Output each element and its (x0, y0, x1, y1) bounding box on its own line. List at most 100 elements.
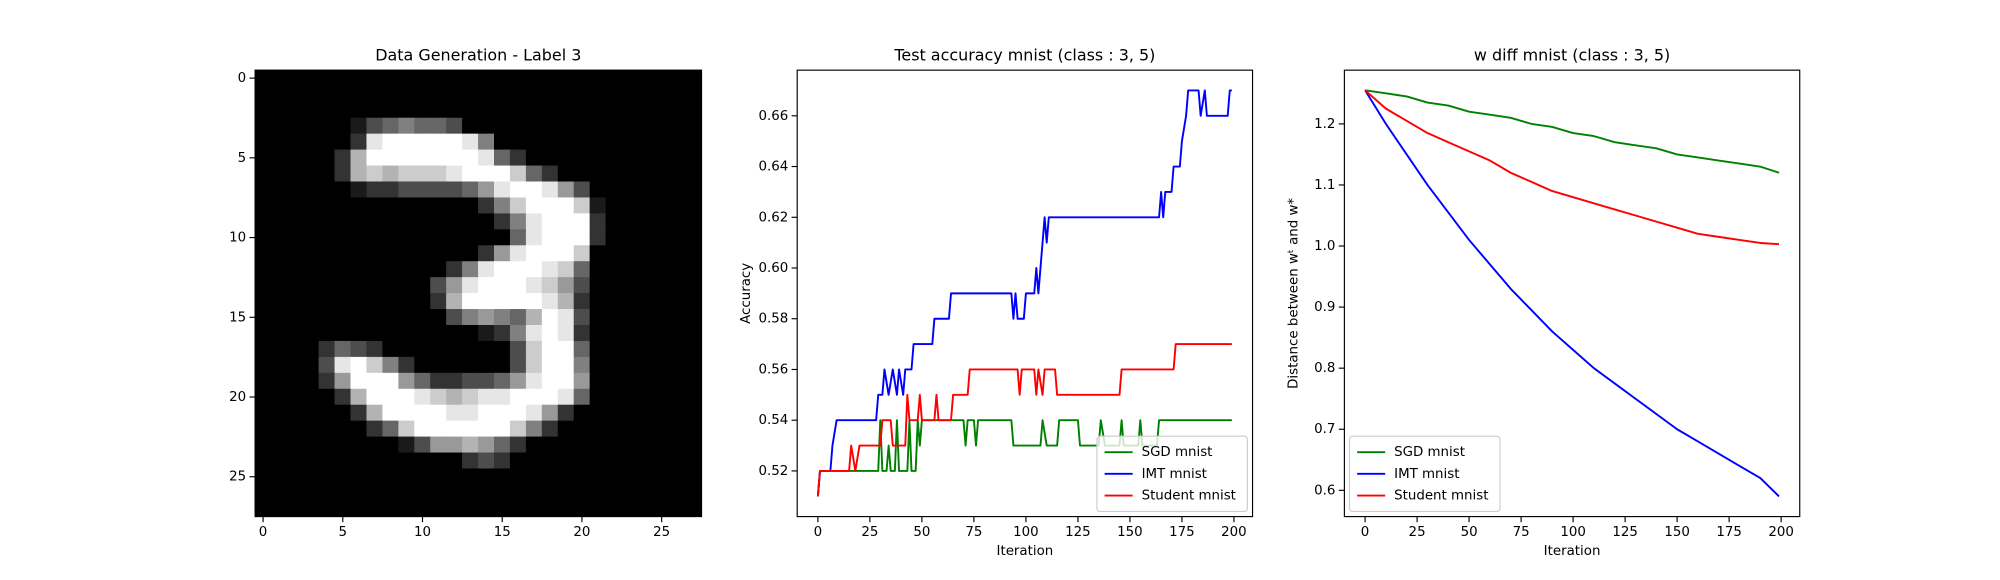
pixel (270, 165, 288, 183)
pixel (254, 181, 272, 198)
pixel (286, 213, 304, 230)
pixel (334, 468, 352, 485)
pixel (573, 85, 591, 103)
x-tick-label: 175 (1169, 525, 1195, 540)
pixel (286, 500, 304, 517)
pixel (541, 197, 559, 214)
pixel (430, 197, 447, 214)
pixel (366, 324, 383, 342)
pixel (541, 324, 559, 342)
pixel (270, 484, 288, 501)
pixel (509, 356, 527, 374)
pixel (334, 101, 352, 119)
pixel (653, 324, 670, 342)
pixel (398, 101, 415, 119)
pixel (621, 340, 639, 358)
pixel (557, 277, 575, 294)
pixel (302, 468, 320, 485)
pixel (637, 213, 654, 230)
pixel (446, 245, 463, 262)
pixel (621, 165, 639, 183)
pixel (334, 277, 352, 294)
pixel (430, 324, 447, 342)
pixel (302, 213, 320, 230)
pixel (653, 372, 670, 390)
pixel (318, 468, 336, 485)
pixel (270, 117, 288, 135)
pixel (653, 468, 670, 485)
pixel (589, 229, 607, 246)
pixel (605, 277, 623, 294)
pixel (430, 181, 447, 198)
subplot-title: w diff mnist (class : 3, 5) (1474, 46, 1670, 65)
pixel (398, 500, 415, 517)
pixel (398, 181, 415, 198)
pixel (318, 277, 336, 294)
pixel (414, 245, 431, 262)
pixel (557, 85, 575, 103)
pixel (446, 213, 463, 230)
pixel (557, 340, 575, 358)
y-axis-label: Distance between wᵗ and w* (1286, 198, 1301, 389)
pixel (414, 101, 431, 119)
pixel (509, 404, 527, 422)
pixel (605, 213, 623, 230)
pixel (446, 229, 463, 246)
pixel (334, 261, 352, 278)
pixel (446, 309, 463, 326)
pixel (414, 500, 431, 517)
pixel (414, 165, 431, 183)
pixel (350, 452, 367, 470)
pixel (302, 500, 320, 517)
pixel (430, 133, 447, 151)
pixel (334, 165, 352, 183)
y-tick-label: 0.8 (1314, 361, 1335, 376)
pixel (494, 356, 511, 374)
pixel (382, 356, 399, 374)
pixel (621, 484, 639, 501)
pixel (254, 340, 272, 358)
pixel (334, 500, 352, 517)
pixel (653, 165, 670, 183)
pixel (382, 117, 399, 135)
pixel (318, 420, 336, 438)
x-axis-label: Iteration (997, 544, 1054, 559)
pixel (589, 133, 607, 151)
pixel (270, 436, 288, 454)
pixel (621, 229, 639, 246)
pixel (509, 213, 527, 230)
pixel (557, 468, 575, 485)
pixel (637, 229, 654, 246)
pixel (669, 436, 686, 454)
pixel (637, 165, 654, 183)
x-tick-label: 50 (913, 525, 930, 540)
pixel (350, 261, 367, 278)
pixel (557, 388, 575, 406)
pixel (589, 277, 607, 294)
pixel (334, 149, 352, 167)
pixel (637, 117, 654, 135)
pixel (589, 436, 607, 454)
pixel (589, 484, 607, 501)
pixel (494, 165, 511, 183)
pixel (478, 149, 495, 167)
y-tick-label: 0.6 (1314, 483, 1335, 498)
pixel (350, 468, 367, 485)
pixel (653, 261, 670, 278)
pixel (509, 165, 527, 183)
pixel (398, 293, 415, 310)
pixel (270, 277, 288, 294)
pixel (302, 293, 320, 310)
pixel (382, 69, 399, 87)
pixel (446, 85, 463, 103)
pixel (302, 101, 320, 119)
pixel (573, 277, 591, 294)
pixel (398, 309, 415, 326)
pixel (350, 165, 367, 183)
subplot: Data Generation - Label 3 0 5 10 15 20 25 0 5 10 1… (229, 46, 703, 540)
pixel (446, 324, 463, 342)
pixel (637, 69, 654, 87)
pixel (541, 468, 559, 485)
pixel (541, 69, 559, 87)
pixel (669, 213, 686, 230)
